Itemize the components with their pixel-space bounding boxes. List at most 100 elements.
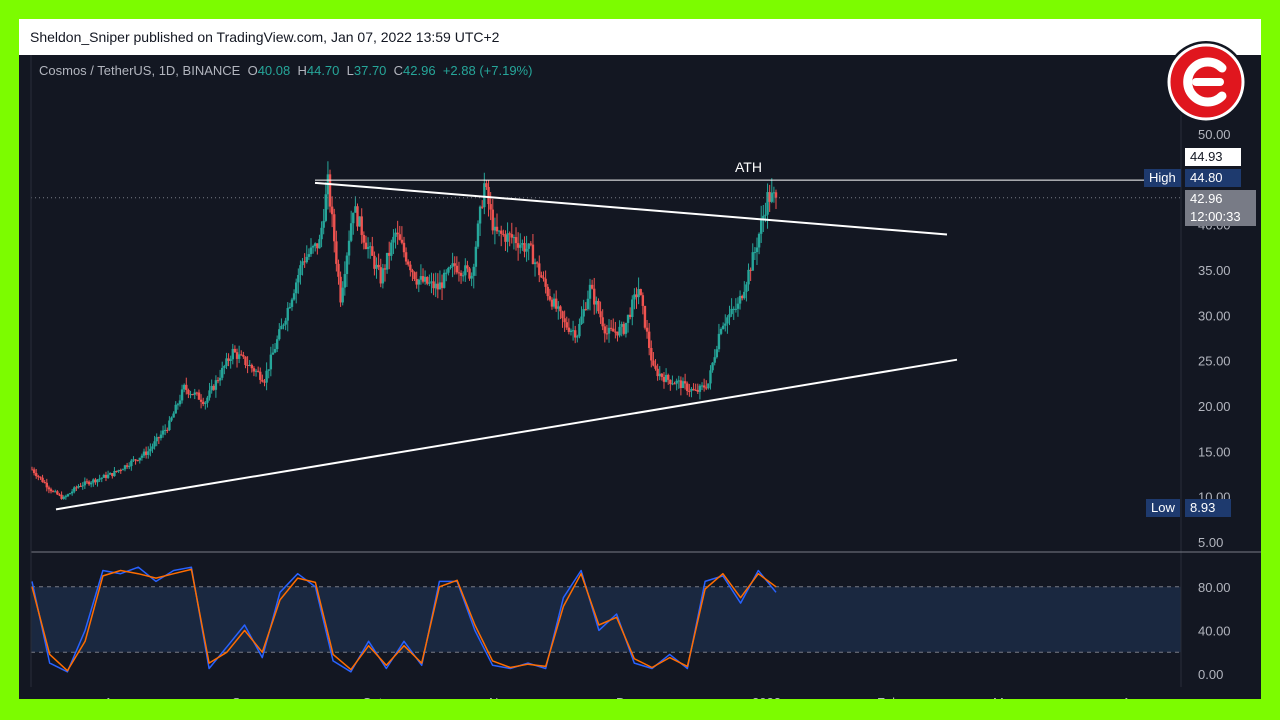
candle-body <box>677 380 680 382</box>
candle-body <box>732 308 735 310</box>
candle-body <box>724 323 727 326</box>
candle-body <box>368 246 372 248</box>
candle-body <box>147 451 150 455</box>
candle-body <box>320 227 323 240</box>
candle-body <box>751 252 754 271</box>
candle-body <box>330 206 334 215</box>
candle-body <box>535 262 539 264</box>
candle-body <box>421 276 425 282</box>
candle-body <box>121 469 125 471</box>
candle-body <box>512 237 516 239</box>
candle-body <box>419 276 423 280</box>
candle-body <box>286 308 289 321</box>
candle-body <box>650 347 653 361</box>
candle-body <box>390 242 393 256</box>
candle-body <box>60 494 63 499</box>
stochastic-pane[interactable]: 80.00 40.00 0.00 <box>31 566 1231 682</box>
candle-body <box>631 299 634 317</box>
candle-body <box>402 242 406 253</box>
candle-body <box>341 287 344 303</box>
candle-body <box>218 377 222 381</box>
candle-body <box>305 256 308 263</box>
symbol-legend[interactable]: Cosmos / TetherUS, 1D, BINANCE O40.08 H4… <box>39 63 532 78</box>
candle-body <box>618 326 621 336</box>
candle-body <box>409 264 412 271</box>
high-tag: High <box>1144 169 1181 187</box>
candle-body <box>290 299 294 307</box>
trendline-layer[interactable] <box>31 179 1181 511</box>
candle-body <box>216 380 220 382</box>
candle-body <box>491 209 494 231</box>
candle-body <box>521 243 524 245</box>
stoch-d-line <box>31 568 777 672</box>
candle-body <box>481 206 484 208</box>
candle-body <box>261 379 264 382</box>
candle-body <box>688 391 691 393</box>
candle-body <box>231 348 234 360</box>
candle-body <box>440 282 444 288</box>
change-value: +2.88 (+7.19%) <box>442 63 533 78</box>
candle-body <box>736 303 740 309</box>
candle-body <box>647 331 651 348</box>
candle-body <box>533 262 537 265</box>
candle-body <box>407 261 410 265</box>
candle-body <box>683 381 687 384</box>
candle-body <box>540 275 543 278</box>
candle-body <box>698 385 702 392</box>
candle-body <box>362 234 366 243</box>
candle-body <box>280 325 283 330</box>
candle-body <box>760 220 763 234</box>
candle-body <box>360 216 363 235</box>
candle-body <box>717 333 721 350</box>
candle-body <box>588 284 592 299</box>
candle-body <box>235 352 239 359</box>
candle-body <box>641 295 645 306</box>
candle-body <box>51 491 55 493</box>
candle-body <box>542 277 545 279</box>
candle-body <box>578 323 581 337</box>
candle-body <box>117 470 120 472</box>
time-axis[interactable]: Aug Sep Oct Nov Dec 2022 Feb Mar Apr <box>104 695 1143 699</box>
candle-body <box>671 383 674 385</box>
candle-body <box>322 220 325 228</box>
candle-body <box>73 487 76 492</box>
open-label: O <box>247 63 258 78</box>
candle-body <box>654 365 657 369</box>
candle-body <box>354 206 357 213</box>
candle-body <box>500 230 503 234</box>
candle-body <box>185 384 188 390</box>
candle-body <box>434 283 437 289</box>
candle-body <box>398 234 401 240</box>
candle-body <box>295 282 298 294</box>
candle-body <box>584 309 587 311</box>
candle-body <box>70 491 74 494</box>
candle-body <box>436 283 440 290</box>
candle-body <box>328 174 332 207</box>
candle-body <box>275 339 279 350</box>
candle-body <box>468 268 471 279</box>
candle-body <box>675 380 678 384</box>
candle-body <box>371 246 374 256</box>
candle-body <box>576 336 579 338</box>
candle-body <box>250 364 254 369</box>
candle-body <box>453 263 456 266</box>
candle-body <box>774 192 778 198</box>
candle-body <box>417 279 420 285</box>
candle-body <box>252 368 256 372</box>
candle-body <box>47 487 51 490</box>
candle-body <box>149 448 152 452</box>
price-pane[interactable] <box>30 161 778 500</box>
candle-body <box>464 265 467 276</box>
symbol-name[interactable]: Cosmos / TetherUS, 1D, BINANCE <box>39 63 241 78</box>
candle-body <box>690 388 693 392</box>
time-tick-label: Feb <box>877 695 899 699</box>
candle-body <box>381 268 385 284</box>
candle-body <box>174 404 177 414</box>
candle-body <box>622 324 626 334</box>
candle-body <box>753 252 757 254</box>
price-tick-label: 15.00 <box>1198 444 1231 459</box>
candle-body <box>616 331 619 336</box>
candle-body <box>187 389 190 395</box>
candle-body <box>256 370 260 372</box>
